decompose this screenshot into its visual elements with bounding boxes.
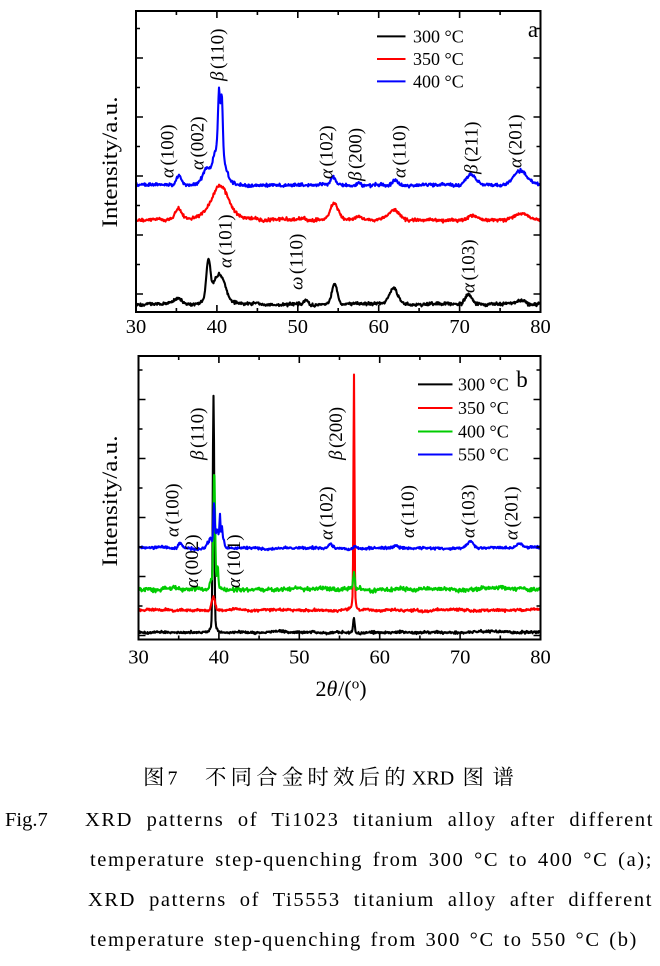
svg-text:β(200): β(200) — [346, 128, 367, 182]
svg-text:50: 50 — [288, 316, 309, 338]
svg-text:α(100): α(100) — [158, 124, 179, 178]
svg-text:400 °C: 400 °C — [458, 422, 509, 442]
svg-text:30: 30 — [126, 316, 147, 338]
svg-text:60: 60 — [369, 647, 390, 669]
svg-text:XRD: XRD — [412, 768, 454, 790]
svg-text:α(201): α(201) — [502, 486, 523, 540]
svg-text:α(101): α(101) — [224, 534, 245, 588]
svg-text:α(101): α(101) — [216, 214, 237, 268]
svg-text:α(110): α(110) — [390, 125, 411, 178]
svg-text:550 °C: 550 °C — [458, 445, 509, 465]
svg-text:α(002): α(002) — [182, 534, 203, 588]
svg-text:α(100): α(100) — [163, 483, 184, 537]
svg-text:60: 60 — [368, 316, 389, 338]
svg-text:α(102): α(102) — [317, 125, 338, 179]
svg-text:7: 7 — [168, 768, 178, 790]
svg-text:350 °C: 350 °C — [458, 398, 509, 418]
svg-text:α(201): α(201) — [506, 114, 527, 168]
svg-text:50: 50 — [289, 647, 310, 669]
svg-text:b: b — [516, 367, 528, 392]
svg-text:α(103): α(103) — [459, 239, 480, 293]
svg-text:400 °C: 400 °C — [413, 71, 464, 91]
svg-text:40: 40 — [207, 316, 228, 338]
svg-text:Intensity/a.u.: Intensity/a.u. — [97, 97, 122, 228]
svg-text:80: 80 — [530, 316, 551, 338]
svg-text:40: 40 — [209, 647, 230, 669]
svg-text:β(110): β(110) — [208, 29, 229, 82]
svg-text:α(102): α(102) — [317, 486, 338, 540]
svg-text:2θ/(o): 2θ/(o) — [315, 676, 366, 701]
svg-text:70: 70 — [449, 316, 470, 338]
svg-text:350 °C: 350 °C — [413, 49, 464, 69]
svg-text:ω(110): ω(110) — [287, 234, 308, 290]
svg-text:70: 70 — [450, 647, 471, 669]
svg-text:α(110): α(110) — [398, 485, 419, 538]
svg-text:a: a — [528, 17, 538, 42]
svg-text:β(211): β(211) — [462, 122, 483, 175]
svg-text:300 °C: 300 °C — [413, 26, 464, 46]
svg-text:30: 30 — [128, 647, 149, 669]
svg-text:β(200): β(200) — [326, 407, 347, 461]
svg-text:80: 80 — [530, 647, 551, 669]
svg-text:β(110): β(110) — [188, 408, 209, 461]
svg-text:300 °C: 300 °C — [458, 374, 509, 394]
svg-text:α(002): α(002) — [188, 116, 209, 170]
svg-text:Intensity/a.u.: Intensity/a.u. — [97, 436, 122, 567]
svg-text:α(103): α(103) — [459, 484, 480, 538]
